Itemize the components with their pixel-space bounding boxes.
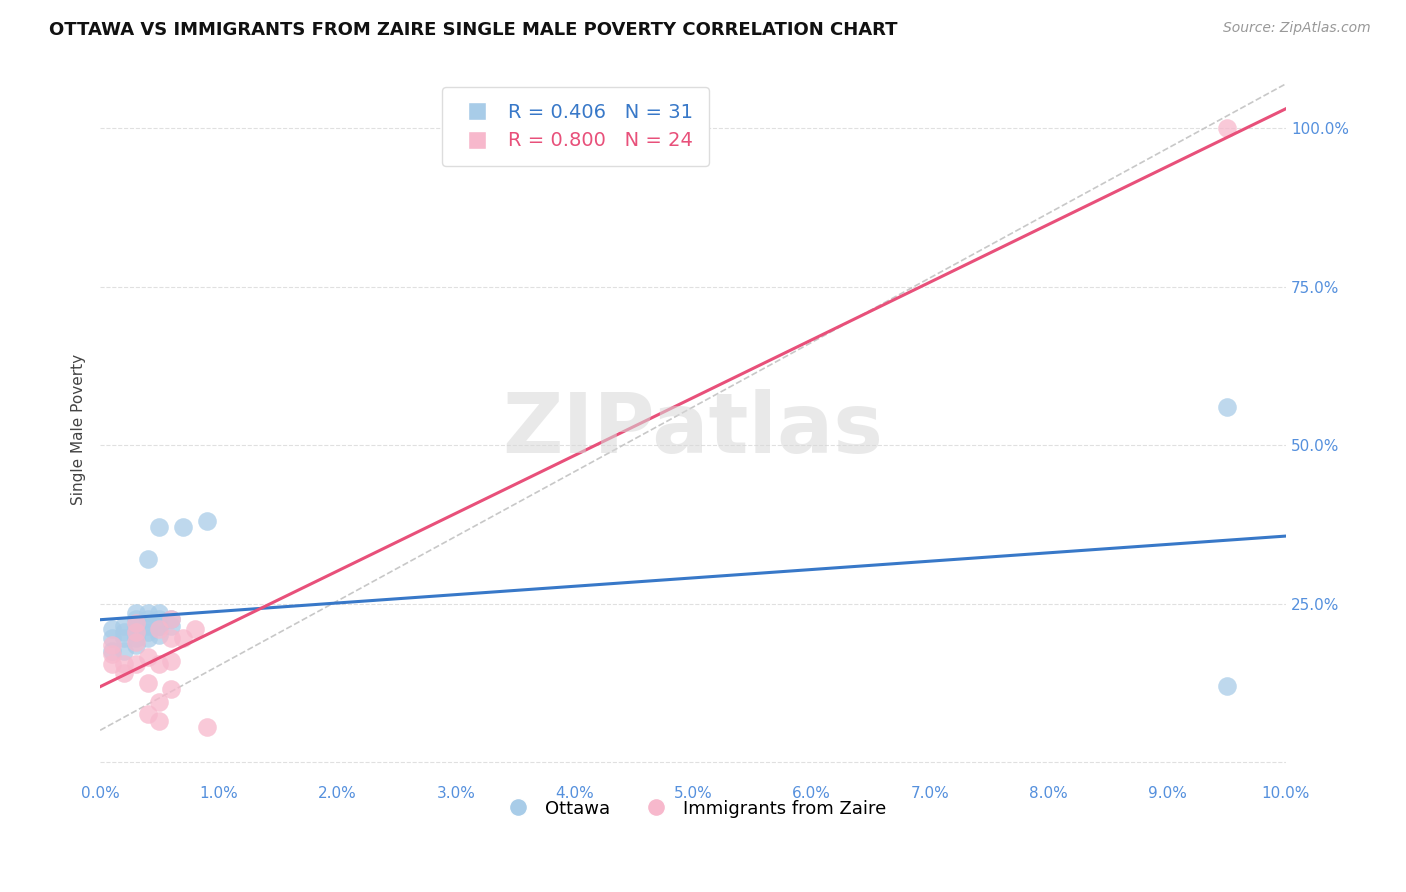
- Point: [148, 612, 170, 626]
- Point: [148, 714, 170, 728]
- Point: [1215, 400, 1237, 414]
- Point: [148, 618, 170, 632]
- Point: [136, 606, 159, 620]
- Point: [101, 644, 124, 658]
- Point: [112, 666, 135, 681]
- Point: [148, 628, 170, 642]
- Point: [160, 612, 183, 626]
- Point: [136, 632, 159, 646]
- Point: [125, 657, 148, 671]
- Point: [136, 650, 159, 665]
- Point: [101, 647, 124, 661]
- Point: [172, 520, 194, 534]
- Point: [1215, 121, 1237, 136]
- Point: [136, 552, 159, 566]
- Point: [101, 632, 124, 646]
- Point: [125, 615, 148, 630]
- Point: [148, 618, 170, 632]
- Point: [148, 695, 170, 709]
- Point: [160, 654, 183, 668]
- Point: [125, 632, 148, 646]
- Point: [148, 606, 170, 620]
- Point: [136, 612, 159, 626]
- Point: [125, 634, 148, 648]
- Y-axis label: Single Male Poverty: Single Male Poverty: [72, 353, 86, 505]
- Point: [160, 618, 183, 632]
- Text: ZIPatlas: ZIPatlas: [502, 389, 883, 470]
- Point: [1215, 679, 1237, 693]
- Point: [125, 638, 148, 652]
- Point: [125, 625, 148, 640]
- Point: [125, 612, 148, 626]
- Point: [125, 625, 148, 640]
- Point: [112, 625, 135, 640]
- Legend: Ottawa, Immigrants from Zaire: Ottawa, Immigrants from Zaire: [494, 792, 893, 825]
- Point: [112, 618, 135, 632]
- Point: [101, 622, 124, 636]
- Point: [136, 675, 159, 690]
- Point: [160, 682, 183, 697]
- Point: [101, 657, 124, 671]
- Point: [125, 606, 148, 620]
- Point: [195, 514, 218, 528]
- Point: [125, 618, 148, 632]
- Point: [172, 632, 194, 646]
- Point: [112, 657, 135, 671]
- Point: [112, 644, 135, 658]
- Point: [148, 520, 170, 534]
- Point: [160, 632, 183, 646]
- Point: [184, 622, 207, 636]
- Point: [136, 707, 159, 722]
- Point: [136, 618, 159, 632]
- Point: [101, 638, 124, 652]
- Point: [160, 612, 183, 626]
- Point: [195, 720, 218, 734]
- Point: [112, 632, 135, 646]
- Point: [148, 622, 170, 636]
- Text: Source: ZipAtlas.com: Source: ZipAtlas.com: [1223, 21, 1371, 35]
- Point: [148, 657, 170, 671]
- Text: OTTAWA VS IMMIGRANTS FROM ZAIRE SINGLE MALE POVERTY CORRELATION CHART: OTTAWA VS IMMIGRANTS FROM ZAIRE SINGLE M…: [49, 21, 897, 38]
- Point: [136, 625, 159, 640]
